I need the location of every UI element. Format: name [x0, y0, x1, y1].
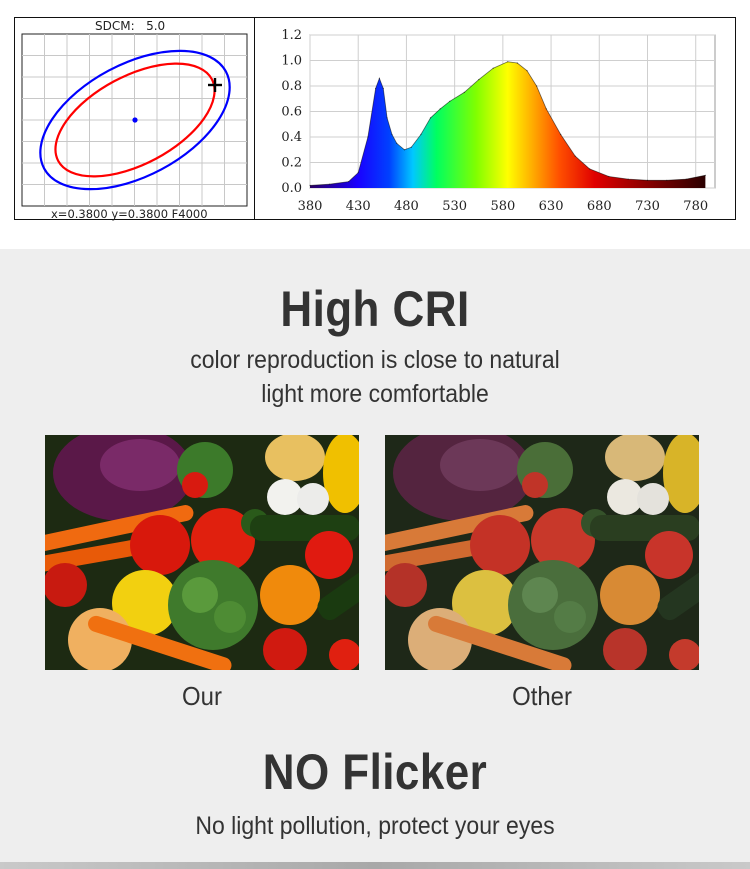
sdcm-coordinates: x=0.3800 y=0.3800 F4000	[51, 207, 208, 221]
spectrum-point	[439, 108, 441, 110]
high-cri-description-line2: light more comfortable	[261, 380, 489, 408]
x-tick-label: 780	[683, 199, 708, 214]
high-cri-description: color reproduction is close to natural l…	[30, 343, 720, 411]
sdcm-center-dot	[132, 117, 138, 123]
spectrum-point	[357, 172, 359, 174]
spectrum-point	[608, 175, 610, 178]
spectrum-point	[386, 117, 388, 119]
spectrum-point	[309, 184, 311, 186]
caption-ours: Our	[182, 681, 222, 711]
spectrum-point	[704, 174, 706, 176]
spectrum-point	[516, 62, 518, 64]
y-tick-label: 0.4	[281, 130, 302, 145]
spectrum-point	[560, 133, 562, 136]
spectrum-point	[328, 183, 330, 185]
spectrum-point	[545, 108, 547, 110]
spectrum-area	[310, 61, 706, 188]
sdcm-grid	[22, 34, 247, 206]
spectrum-marks	[309, 61, 706, 188]
spectrum-point	[627, 178, 629, 180]
measurement-strip: SDCM: 5.0 x=0.3800 y=0.3800 F4000	[0, 0, 750, 236]
x-tick-label: 630	[539, 199, 564, 214]
sdcm-title: SDCM: 5.0	[95, 19, 165, 33]
spectrum-point	[375, 87, 377, 90]
x-tick-label: 380	[298, 199, 323, 214]
high-cri-heading: High CRI	[280, 281, 470, 337]
sdcm-value: 5.0	[146, 19, 166, 33]
spectrum-point	[666, 179, 668, 181]
spectrum-point	[367, 136, 369, 138]
spectrum-point	[420, 133, 422, 136]
sdcm-inner-ellipse	[54, 62, 216, 178]
promo-section: High CRI color reproduction is close to …	[0, 249, 750, 862]
sdcm-label: SDCM:	[95, 19, 135, 33]
x-tick-label: 530	[442, 199, 467, 214]
spectrum-point	[574, 155, 576, 157]
vegetables-photo-other	[385, 435, 699, 670]
y-tick-label: 1.0	[281, 54, 302, 69]
y-tick-label: 0.8	[281, 79, 302, 94]
spectrum-point	[492, 67, 494, 69]
x-tick-label: 730	[635, 199, 660, 214]
spectrum-point	[646, 179, 649, 181]
spectrum-plot: 380 430 480 530 580 630 680 730 780 0.0 0.2 0.4 0.6 0…	[281, 28, 716, 214]
vegetables-image-muted	[385, 435, 699, 670]
vegetables-image-vivid	[45, 435, 359, 670]
sdcm-outer-ellipse	[39, 49, 231, 191]
spectrum-point	[507, 61, 509, 63]
sdcm-crosshair-marker	[208, 78, 222, 92]
x-tick-label: 680	[587, 199, 612, 214]
no-flicker-description: No light pollution, protect your eyes	[195, 812, 555, 840]
x-tick-label: 580	[490, 199, 515, 214]
y-tick-label: 0.6	[281, 105, 302, 120]
spectrum-point	[410, 146, 412, 148]
spectrum-outline	[309, 61, 706, 186]
x-tick-label: 480	[394, 199, 419, 214]
x-tick-label: 430	[346, 199, 371, 214]
vegetables-photo-ours	[45, 435, 359, 670]
spectrum-point	[429, 117, 432, 119]
spectrum-point	[348, 181, 350, 183]
y-tick-label: 0.0	[281, 181, 302, 196]
sdcm-ellipse-plot	[21, 33, 248, 207]
y-tick-label: 1.2	[281, 28, 302, 43]
spectrum-point	[589, 168, 591, 170]
spectrum-point	[449, 100, 451, 102]
spectrum-point	[396, 142, 398, 144]
caption-other: Other	[512, 681, 572, 711]
no-flicker-heading: NO Flicker	[262, 744, 488, 800]
spectrum-point	[403, 149, 406, 151]
spectrum-point	[685, 178, 687, 180]
spectrum-point	[463, 91, 465, 93]
high-cri-description-line1: color reproduction is close to natural	[190, 346, 560, 374]
spectrum-chart: 380 430 480 530 580 630 680 730 780 0.0 0.2 0.4 0.6 0…	[254, 17, 736, 220]
spectrum-point	[526, 70, 528, 72]
spectrum-point	[536, 85, 538, 87]
y-tick-label: 0.2	[281, 156, 302, 171]
bottom-divider	[0, 862, 750, 869]
spectrum-point	[478, 79, 480, 81]
sdcm-chart: SDCM: 5.0 x=0.3800 y=0.3800 F4000	[14, 17, 256, 221]
spectrum-axes: 380 430 480 530 580 630 680 730 780 0.0 0.2 0.4 0.6 0…	[281, 28, 708, 214]
spectrum-point	[391, 133, 393, 136]
spectrum-point	[378, 77, 380, 79]
spectrum-point	[382, 87, 384, 90]
